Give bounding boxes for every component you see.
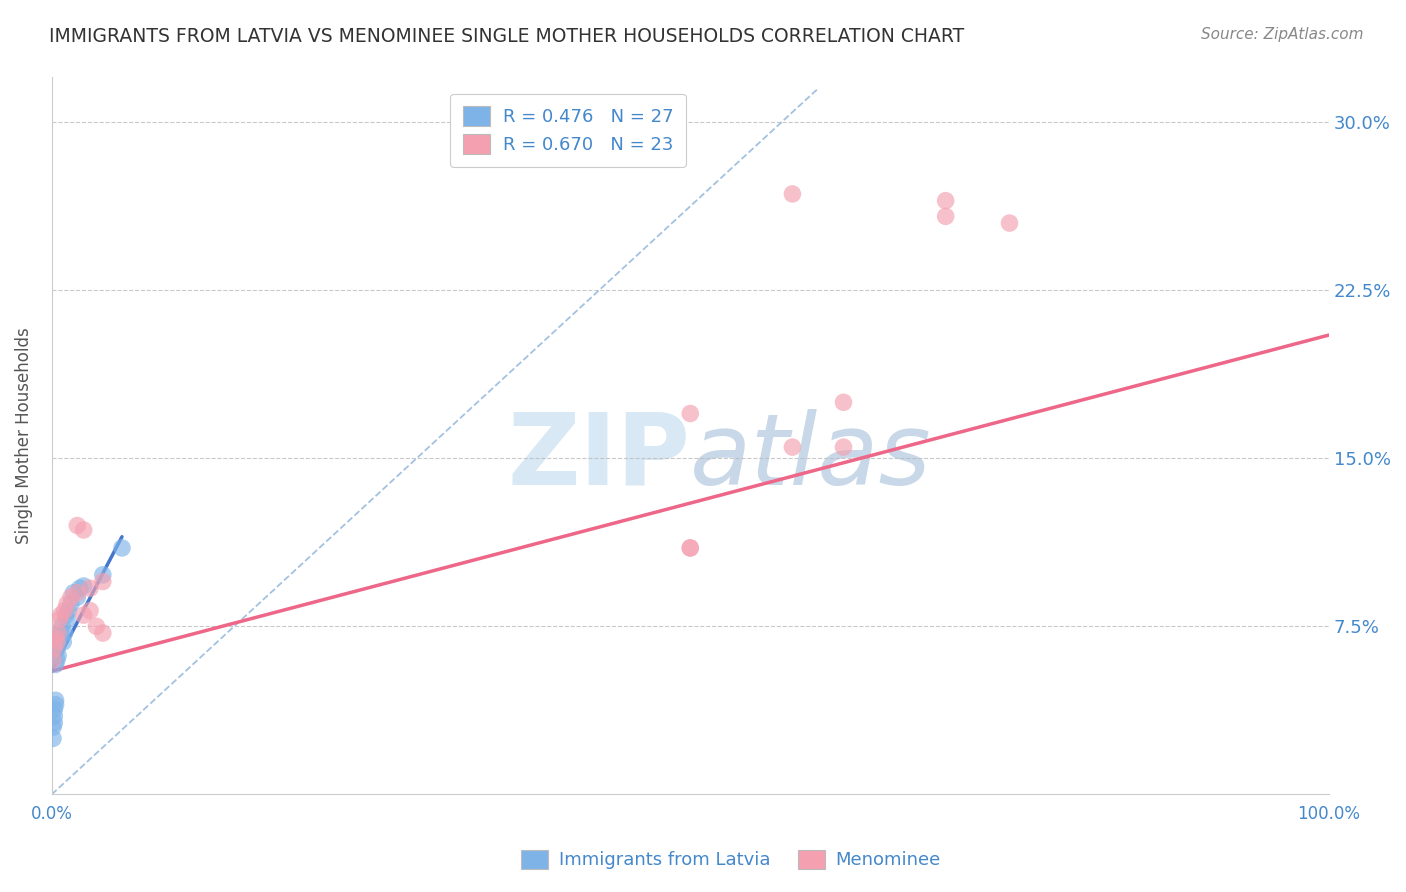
Legend: R = 0.476   N = 27, R = 0.670   N = 23: R = 0.476 N = 27, R = 0.670 N = 23: [450, 94, 686, 167]
Point: [46, 648, 69, 663]
Point: [111, 541, 134, 555]
Point: [45, 635, 67, 649]
Point: [935, 194, 957, 208]
Point: [59, 597, 82, 611]
Point: [56, 597, 79, 611]
Point: [49, 608, 72, 623]
Point: [49, 626, 72, 640]
Point: [66, 518, 89, 533]
Point: [53, 604, 76, 618]
Point: [69, 581, 91, 595]
Point: [46, 635, 69, 649]
Point: [55, 608, 77, 623]
Point: [66, 585, 89, 599]
Point: [58, 604, 80, 618]
Point: [91, 567, 114, 582]
Point: [42, 720, 65, 734]
Legend: Immigrants from Latvia, Menominee: Immigrants from Latvia, Menominee: [512, 840, 950, 879]
Y-axis label: Single Mother Households: Single Mother Households: [15, 327, 32, 544]
Point: [44, 709, 66, 723]
Point: [832, 395, 855, 409]
Point: [53, 626, 76, 640]
Point: [45, 657, 67, 672]
Text: ZIP: ZIP: [508, 409, 690, 506]
Point: [62, 585, 84, 599]
Point: [832, 440, 855, 454]
Point: [45, 698, 67, 712]
Point: [679, 541, 702, 555]
Point: [79, 581, 101, 595]
Point: [782, 186, 804, 201]
Point: [52, 635, 75, 649]
Point: [79, 604, 101, 618]
Point: [73, 579, 96, 593]
Point: [998, 216, 1021, 230]
Point: [44, 715, 66, 730]
Point: [51, 619, 73, 633]
Point: [44, 641, 66, 656]
Point: [73, 523, 96, 537]
Point: [782, 440, 804, 454]
Point: [679, 407, 702, 421]
Point: [935, 210, 957, 224]
Point: [56, 613, 79, 627]
Point: [45, 641, 67, 656]
Point: [91, 626, 114, 640]
Point: [73, 608, 96, 623]
Point: [42, 731, 65, 746]
Text: IMMIGRANTS FROM LATVIA VS MENOMINEE SINGLE MOTHER HOUSEHOLDS CORRELATION CHART: IMMIGRANTS FROM LATVIA VS MENOMINEE SING…: [49, 27, 965, 45]
Point: [66, 591, 89, 605]
Text: Source: ZipAtlas.com: Source: ZipAtlas.com: [1201, 27, 1364, 42]
Point: [44, 702, 66, 716]
Point: [42, 653, 65, 667]
Point: [59, 591, 82, 605]
Text: atlas: atlas: [690, 409, 932, 506]
Point: [45, 631, 67, 645]
Point: [45, 653, 67, 667]
Point: [91, 574, 114, 589]
Point: [45, 693, 67, 707]
Point: [48, 631, 70, 645]
Point: [46, 626, 69, 640]
Point: [48, 613, 70, 627]
Point: [86, 619, 108, 633]
Point: [679, 541, 702, 555]
